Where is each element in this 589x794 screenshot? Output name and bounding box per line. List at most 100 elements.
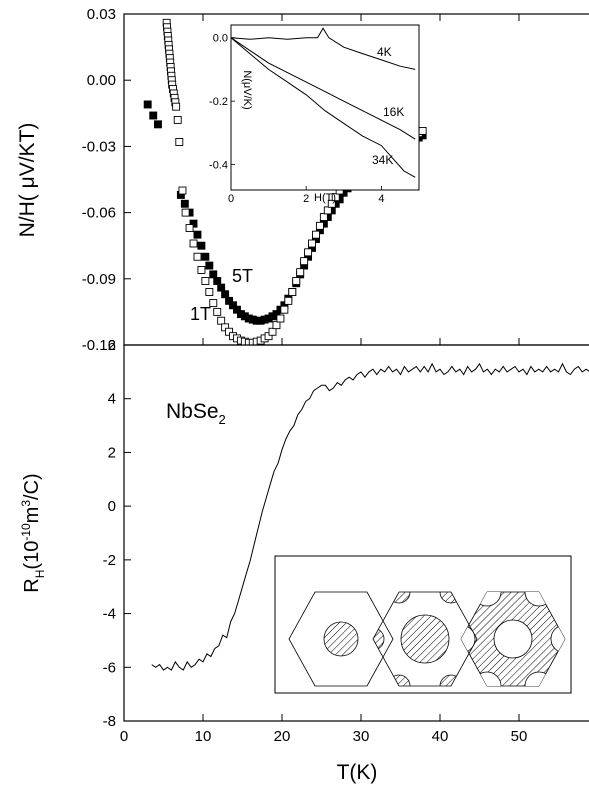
bottom-y-axis-label: RH(10-10m3/C): [19, 473, 47, 592]
point-1t: [217, 316, 226, 325]
top-y-tick-label: 0.03: [87, 6, 116, 23]
x-axis-label: T(K): [337, 761, 378, 784]
x-tick-label: 30: [353, 728, 370, 745]
inset-plot: 0 2 4 0.0 -0.2 -0.4 H(T) N(μV/K) 4K 16K 34K: [209, 24, 420, 205]
bottom-y-tick-label: 4: [108, 391, 116, 408]
fermi-pocket-2-center: [400, 614, 450, 664]
point-5t: [272, 310, 281, 319]
bottom-y-tick-label: -8: [103, 713, 116, 730]
inset-ticks: 0 2 4 0.0 -0.2 -0.4: [209, 33, 384, 205]
x-tick-label: 20: [274, 728, 291, 745]
point-1t: [331, 193, 340, 202]
point-1t: [319, 213, 328, 221]
brillouin-zone-hexagon-1: [288, 591, 394, 687]
point-1t: [327, 199, 336, 208]
inset-label-16k: 16K: [383, 105, 404, 119]
inset-line-34k: [231, 37, 416, 178]
point-1t: [221, 323, 230, 332]
top-y-ticks: 0.030.00-0.03-0.06-0.09-0.12: [82, 6, 520, 354]
hall-coefficient-line: [151, 362, 589, 671]
point-5t: [217, 283, 226, 292]
bottom-y-tick-label: -6: [103, 659, 116, 676]
point-1t: [323, 206, 332, 215]
inset-y-tick-label: -0.2: [209, 96, 228, 108]
point-1t: [280, 305, 289, 314]
x-tick-label: 40: [432, 728, 449, 745]
bottom-y-tick-label: 0: [108, 498, 116, 515]
point-1t: [418, 127, 427, 135]
point-1t: [189, 239, 198, 248]
bottom-ticks: 01020304050606420-2-4-6-8: [103, 337, 528, 745]
ylabel-part-b: m: [21, 507, 43, 524]
top-y-tick-label: -0.06: [82, 205, 116, 222]
inset-frame: [230, 24, 420, 191]
point-5t: [193, 230, 202, 239]
point-1t: [197, 266, 206, 274]
point-5t: [197, 241, 206, 250]
point-1t: [284, 296, 293, 305]
inset-x-tick-label: 4: [378, 193, 384, 205]
point-1t: [308, 239, 316, 248]
fermi-hole-3-corner: [461, 624, 476, 654]
ylabel-sup-b: 3: [19, 500, 33, 507]
ylabel-h-sub: H: [33, 570, 47, 579]
inset-label-4k: 4K: [377, 45, 392, 59]
inset-y-axis-label: N(μV/K): [241, 70, 253, 109]
point-5t: [143, 100, 152, 109]
point-5t: [213, 277, 222, 285]
inset-x-axis-label: H(T): [314, 192, 336, 204]
point-5t: [205, 261, 214, 270]
top-y-tick-label: -0.09: [82, 271, 116, 288]
point-5t: [149, 111, 158, 120]
point-1t: [292, 277, 301, 285]
nbse2-main: NbSe: [166, 400, 219, 423]
inset-series-lines: [231, 27, 416, 178]
point-1t: [185, 224, 194, 232]
top-panel: 0.030.00-0.03-0.06-0.09-0.12 N/H( μV/KT)…: [16, 6, 589, 354]
nbse2-label: NbSe2: [166, 400, 226, 427]
point-1t: [193, 252, 202, 261]
top-y-axis-label: N/H( μV/KT): [16, 123, 39, 238]
point-1t: [205, 288, 214, 296]
ylabel-r: R: [21, 578, 43, 592]
ylabel-part-a: (10: [21, 541, 43, 570]
point-5t: [201, 252, 210, 261]
fermi-hole-3-center: [493, 619, 533, 659]
ylabel-part-c: /C): [21, 473, 43, 500]
nbse2-sub: 2: [219, 412, 226, 427]
bottom-y-tick-label: -2: [103, 552, 116, 569]
point-1t: [201, 277, 210, 285]
point-5t: [221, 290, 230, 299]
top-y-tick-label: 0.00: [87, 72, 116, 89]
point-1t: [276, 314, 285, 323]
point-1t: [178, 186, 187, 195]
fermi-surface-sketch: [274, 555, 572, 694]
point-1t: [181, 208, 190, 217]
point-1t: [172, 102, 181, 111]
annotation-1t: 1T: [190, 304, 211, 324]
point-1t: [300, 257, 309, 266]
point-5t: [154, 120, 162, 129]
bottom-y-tick-label: 2: [108, 444, 116, 461]
inset-x-tick-label: 2: [303, 193, 309, 205]
point-1t: [312, 230, 320, 239]
point-1t: [209, 299, 218, 308]
ylabel-sup-a: -10: [19, 523, 33, 541]
point-1t: [304, 248, 313, 257]
fermi-hole-3-corner: [550, 624, 565, 654]
bottom-y-tick-label: -4: [103, 606, 116, 623]
point-1t: [272, 321, 281, 330]
x-tick-label: 50: [511, 728, 528, 745]
top-y-tick-label: -0.12: [82, 337, 116, 354]
inset-line-16k: [231, 37, 416, 140]
point-1t: [213, 307, 222, 316]
point-1t: [173, 115, 182, 124]
bottom-panel: 01020304050606420-2-4-6-8 NbSe2 RH(10-10…: [19, 337, 589, 784]
bottom-y-tick-label: 6: [108, 337, 116, 354]
point-5t: [209, 270, 218, 279]
fermi-pocket-1: [323, 621, 359, 657]
point-1t: [315, 221, 324, 230]
inset-line-4k: [231, 27, 416, 70]
